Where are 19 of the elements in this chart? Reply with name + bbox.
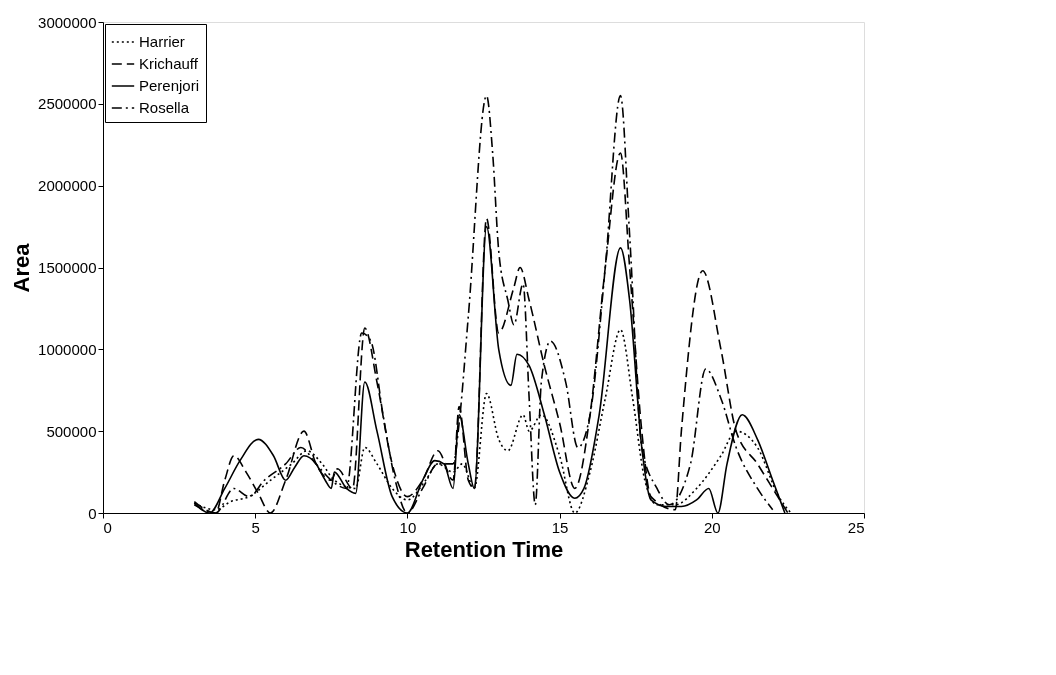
- y-tick-label: 2500000: [38, 95, 97, 113]
- y-tick-label: 3000000: [38, 13, 97, 31]
- x-axis-title: Retention Time: [404, 536, 564, 562]
- legend-label: Krichauff: [139, 55, 199, 72]
- x-tick-label: 5: [251, 518, 260, 536]
- y-tick-label: 1000000: [38, 340, 97, 358]
- y-axis-title: Area: [9, 242, 35, 293]
- legend-label: Harrier: [139, 33, 185, 50]
- y-tick-label: 500000: [46, 422, 97, 440]
- y-tick-label: 1500000: [38, 259, 97, 276]
- x-tick-label: 10: [399, 518, 417, 536]
- legend-label: Perenjori: [139, 77, 200, 94]
- y-tick-label: 2000000: [38, 177, 97, 195]
- legend-label: Rosella: [139, 99, 190, 116]
- x-tick-label: 15: [551, 518, 569, 536]
- x-tick-label: 0: [103, 518, 112, 536]
- x-tick-label: 20: [703, 518, 721, 536]
- y-tick-label: 0: [88, 504, 97, 522]
- x-tick-label: 25: [847, 518, 865, 536]
